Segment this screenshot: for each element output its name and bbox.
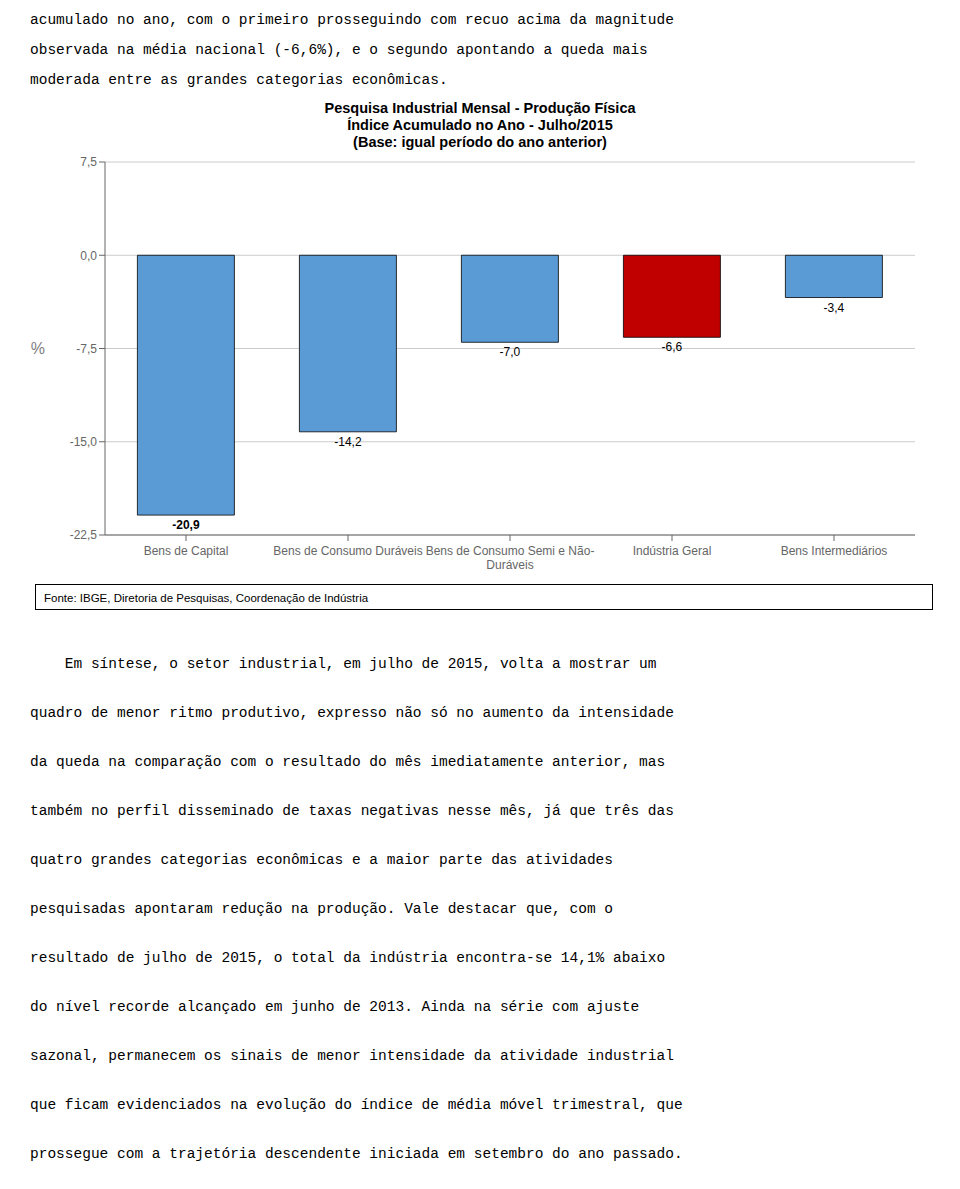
svg-text:0,0: 0,0 bbox=[80, 249, 97, 263]
html-text:moderada entre as grandes cate: moderada entre as grandes categorias eco… bbox=[30, 72, 448, 88]
html-text:Em síntese, o setor industrial: Em síntese, o setor industrial, em julho… bbox=[30, 656, 657, 672]
html-text:Índice Acumulado no Ano - Julh: Índice Acumulado no Ano - Julho/2015 bbox=[347, 117, 613, 133]
svg-text:-20,9: -20,9 bbox=[172, 518, 200, 532]
html-text:resultado de julho de 2015, o: resultado de julho de 2015, o total da i… bbox=[30, 950, 666, 966]
html-text:também no perfil disseminado d: também no perfil disseminado de taxas ne… bbox=[30, 803, 674, 819]
svg-text:-15,0: -15,0 bbox=[70, 435, 98, 449]
svg-text:Bens Intermediários: Bens Intermediários bbox=[781, 544, 888, 558]
html-text:Pesquisa Industrial Mensal - P: Pesquisa Industrial Mensal - Produção Fí… bbox=[324, 100, 636, 116]
html-text:Fonte: IBGE, Diretoria de Pesq: Fonte: IBGE, Diretoria de Pesquisas, Coo… bbox=[44, 592, 369, 604]
svg-text:-6,6: -6,6 bbox=[662, 340, 683, 354]
html-text:da queda na comparação com o r: da queda na comparação com o resultado d… bbox=[30, 754, 666, 770]
svg-text:-3,4: -3,4 bbox=[824, 301, 845, 315]
html-text:(Base: igual período do ano an: (Base: igual período do ano anterior) bbox=[353, 134, 607, 150]
svg-text:Indústria Geral: Indústria Geral bbox=[633, 544, 712, 558]
svg-text:-7,5: -7,5 bbox=[76, 342, 97, 356]
html-text:acumulado no ano, com o primei: acumulado no ano, com o primeiro prosseg… bbox=[30, 12, 674, 28]
html-text:quadro de menor ritmo produtiv: quadro de menor ritmo produtivo, express… bbox=[30, 705, 674, 721]
html-text:observada na média nacional (-: observada na média nacional (-6,6%), e o… bbox=[30, 42, 648, 58]
html-text:prossegue com a trajetória des: prossegue com a trajetória descendente i… bbox=[30, 1146, 683, 1162]
svg-text:-14,2: -14,2 bbox=[334, 435, 362, 449]
svg-text:-22,5: -22,5 bbox=[70, 528, 98, 542]
svg-text:%: % bbox=[31, 340, 45, 357]
html-text:quatro grandes categorias econ: quatro grandes categorias econômicas e a… bbox=[30, 852, 613, 868]
svg-text:-7,0: -7,0 bbox=[500, 345, 521, 359]
html-text:pesquisadas apontaram redução: pesquisadas apontaram redução na produçã… bbox=[30, 901, 613, 917]
html-text:sazonal, permanecem os sinais: sazonal, permanecem os sinais de menor i… bbox=[30, 1048, 674, 1064]
html-text:do nível recorde alcançado em: do nível recorde alcançado em junho de 2… bbox=[30, 999, 640, 1015]
svg-text:Bens de Consumo Semi e Não-Dur: Bens de Consumo Semi e Não-Duráveis bbox=[426, 544, 595, 572]
html-text:que ficam evidenciados na evol: que ficam evidenciados na evolução do ín… bbox=[30, 1097, 683, 1113]
svg-text:7,5: 7,5 bbox=[80, 155, 97, 169]
svg-text:Bens de Capital: Bens de Capital bbox=[144, 544, 229, 558]
svg-text:Bens de Consumo Duráveis: Bens de Consumo Duráveis bbox=[273, 544, 422, 558]
